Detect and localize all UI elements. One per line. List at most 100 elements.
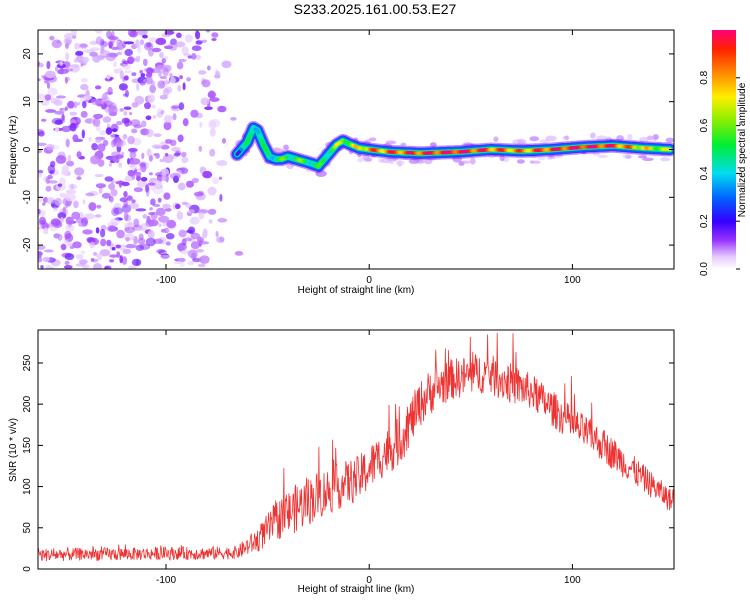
noise-blob: [136, 174, 141, 182]
noise-blob: [172, 113, 177, 121]
colorbar-tick-label: 0.4: [699, 166, 710, 180]
ridge-halo: [283, 144, 289, 151]
noise-blob: [202, 170, 213, 179]
noise-blob: [164, 207, 172, 212]
noise-blob: [97, 143, 106, 152]
noise-blob: [155, 207, 166, 216]
noise-blob: [139, 39, 145, 46]
noise-blob: [190, 241, 200, 250]
noise-blob: [221, 60, 232, 69]
noise-blob: [106, 239, 112, 247]
noise-blob: [80, 63, 84, 67]
noise-blob: [94, 214, 102, 218]
noise-blob: [176, 169, 182, 178]
noise-blob: [165, 233, 175, 240]
noise-blob: [145, 115, 152, 120]
noise-blob: [109, 196, 114, 203]
noise-blob: [38, 172, 43, 178]
noise-blob: [65, 192, 76, 202]
noise-blob: [162, 154, 174, 164]
ridge-halo: [660, 157, 671, 162]
noise-blob: [197, 263, 206, 268]
noise-blob: [129, 30, 139, 38]
noise-blob: [146, 148, 152, 157]
noise-blob: [211, 32, 219, 38]
noise-blob: [175, 203, 181, 209]
noise-blob: [80, 83, 89, 91]
noise-blob: [51, 117, 63, 125]
ridge-halo: [424, 159, 433, 165]
noise-blob: [202, 228, 208, 235]
noise-blob: [186, 180, 194, 188]
ridge-halo: [416, 159, 425, 164]
y-tick-label: 200: [22, 395, 33, 412]
y-tick-label: 250: [22, 354, 33, 371]
noise-blob: [137, 30, 148, 36]
noise-blob: [136, 181, 148, 188]
noise-blob: [45, 70, 56, 79]
noise-blob: [111, 207, 120, 217]
noise-blob: [75, 254, 84, 260]
noise-blob: [160, 228, 167, 233]
noise-blob: [127, 135, 135, 145]
noise-blob: [76, 176, 82, 181]
noise-blob: [111, 247, 116, 251]
ridge-halo: [529, 160, 535, 164]
noise-blob: [201, 39, 207, 43]
noise-blob: [185, 203, 192, 208]
ridge-halo: [646, 135, 654, 141]
noise-blob: [127, 265, 137, 269]
noise-blob: [83, 49, 93, 54]
noise-blob: [100, 238, 107, 247]
noise-blob: [218, 176, 223, 180]
noise-blob: [155, 152, 160, 159]
ridge-halo: [545, 135, 557, 142]
noise-blob: [40, 99, 50, 106]
y-tick-label: -10: [22, 190, 33, 205]
noise-blob: [56, 95, 66, 99]
noise-blob: [162, 88, 170, 97]
noise-blob: [93, 263, 102, 269]
ridge-halo: [638, 155, 647, 159]
noise-blob: [75, 50, 84, 56]
noise-blob: [140, 73, 146, 77]
noise-blob: [194, 54, 202, 61]
noise-blob: [157, 197, 162, 203]
noise-blob: [165, 241, 171, 246]
noise-blob: [38, 251, 43, 256]
noise-blob: [71, 30, 77, 37]
noise-blob: [95, 227, 100, 234]
noise-blob: [82, 229, 93, 235]
noise-blob: [195, 30, 201, 40]
noise-blob: [131, 173, 136, 180]
noise-blob: [129, 112, 133, 116]
noise-blob: [182, 82, 186, 91]
noise-blob: [109, 259, 115, 263]
noise-blob: [156, 108, 162, 114]
noise-blob: [158, 215, 170, 223]
noise-blob: [96, 204, 102, 209]
ridge-halo: [627, 133, 633, 141]
noise-blob: [61, 125, 72, 133]
noise-blob: [110, 217, 120, 226]
noise-blob: [191, 177, 199, 183]
noise-blob: [115, 40, 122, 46]
noise-blob: [80, 110, 88, 118]
chart-title: S233.2025.161.00.53.E27: [293, 1, 457, 17]
ridge-halo: [665, 137, 674, 143]
noise-blob: [108, 183, 116, 191]
noise-blob: [183, 237, 193, 242]
noise-blob: [159, 75, 167, 80]
noise-blob: [74, 167, 85, 176]
noise-blob: [57, 212, 67, 220]
noise-blob: [155, 37, 167, 46]
noise-blob: [187, 55, 193, 59]
noise-blob: [190, 109, 199, 118]
ridge-halo: [529, 136, 539, 142]
noise-blob: [76, 101, 81, 106]
noise-blob: [84, 213, 95, 220]
noise-blob: [196, 249, 205, 253]
noise-blob: [122, 93, 128, 97]
